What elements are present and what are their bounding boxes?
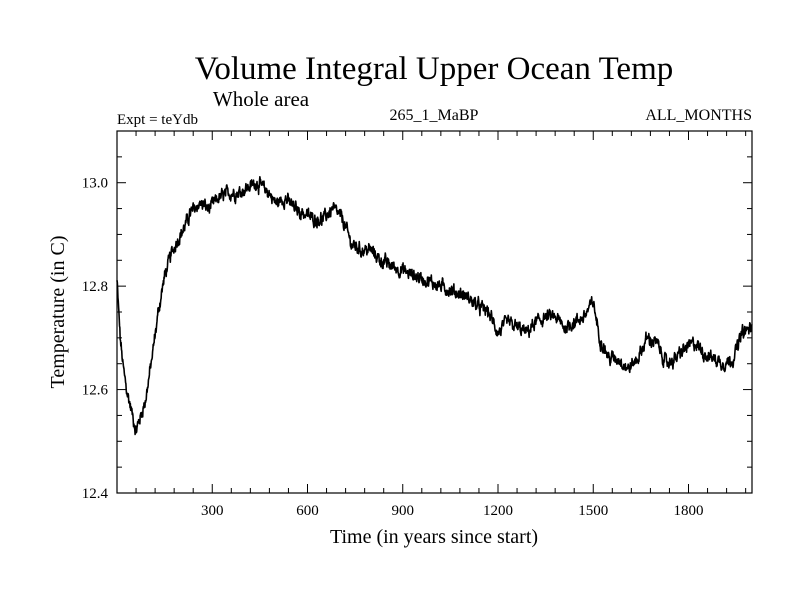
temperature-series-line <box>116 175 753 436</box>
case-label: 265_1_MaBP <box>390 107 479 124</box>
experiment-label: Expt = teYdb <box>117 112 198 128</box>
x-tick-label: 1200 <box>483 503 513 519</box>
plot-frame <box>116 130 753 494</box>
months-label: ALL_MONTHS <box>645 107 752 124</box>
y-tick-label: 12.8 <box>82 279 108 295</box>
x-tick-label: 600 <box>296 503 319 519</box>
plot-area <box>116 130 753 494</box>
chart-subtitle: Whole area <box>213 87 310 111</box>
x-tick-label: 1500 <box>578 503 608 519</box>
x-tick-labels: 300 600 900 1200 1500 1800 <box>201 503 704 519</box>
y-tick-label: 12.4 <box>82 486 109 502</box>
y-tick-labels: 12.4 12.6 12.8 13.0 <box>82 176 109 502</box>
x-tick-label: 300 <box>201 503 224 519</box>
y-tick-label: 13.0 <box>82 176 108 192</box>
y-tick-label: 12.6 <box>82 383 109 399</box>
x-tick-label: 1800 <box>674 503 704 519</box>
axis-ticks <box>117 131 752 493</box>
y-axis-label: Temperature (in C) <box>47 236 69 389</box>
chart-title: Volume Integral Upper Ocean Temp <box>195 51 673 87</box>
x-tick-label: 900 <box>392 503 415 519</box>
x-axis-label: Time (in years since start) <box>330 526 538 548</box>
